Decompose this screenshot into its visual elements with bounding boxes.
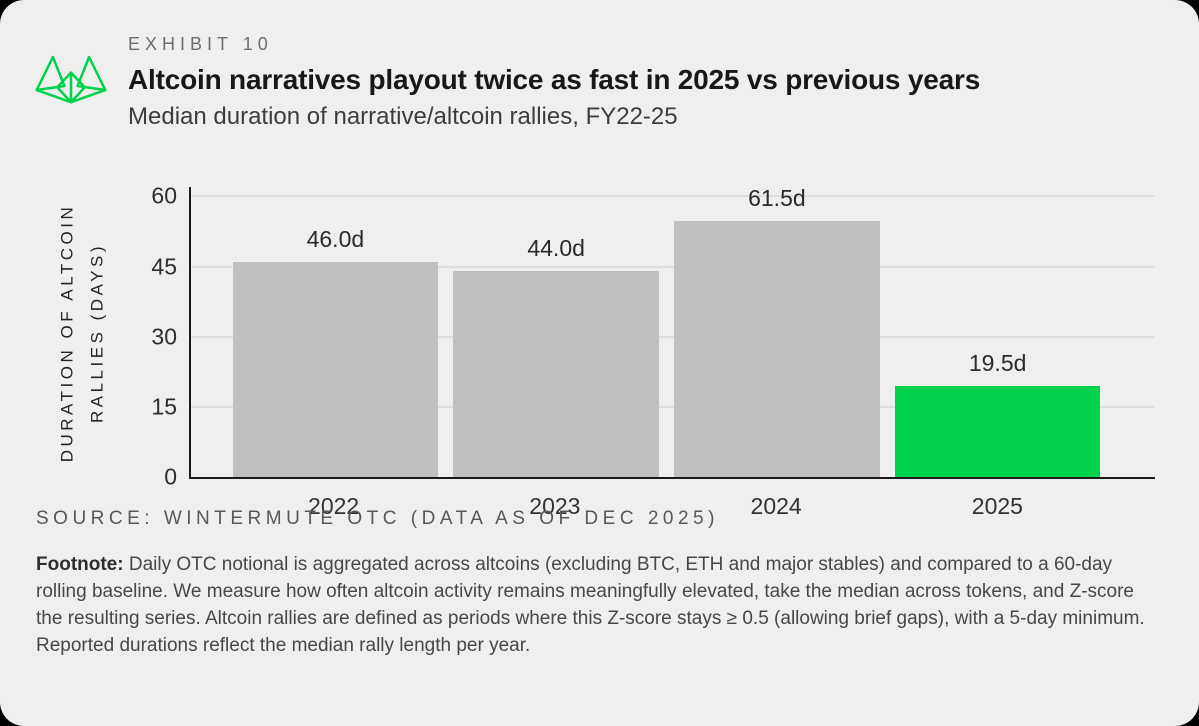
wintermute-logo-icon	[35, 55, 107, 104]
gridline-15	[191, 405, 1155, 408]
bar-value-label-2025: 19.5d	[968, 349, 1027, 376]
y-tick-label-45: 45	[151, 253, 177, 280]
gridline-60	[191, 195, 1155, 198]
footnote: Footnote: Daily OTC notional is aggregat…	[36, 551, 1159, 659]
x-axis-label-2023: 2023	[529, 493, 581, 519]
bar-2024	[674, 221, 880, 477]
bar-slot-2022: 46.0d	[225, 187, 446, 477]
gridlines	[191, 187, 1155, 477]
source-line: SOURCE: WINTERMUTE OTC (DATA AS OF DEC 2…	[36, 508, 719, 529]
bar-2025	[894, 385, 1101, 477]
bar-slot-2025: 19.5d	[887, 187, 1108, 477]
footnote-label: Footnote:	[36, 554, 124, 575]
bar-chart: DURATION OF ALTCOIN RALLIES (DAYS) 46.0d…	[36, 184, 1155, 519]
bar-slot-2023: 44.0d	[446, 187, 667, 477]
bars: 46.0d 44.0d 61.5d 19.5d	[191, 187, 1155, 477]
bar-2022	[232, 261, 439, 477]
y-tick-label-0: 0	[164, 463, 177, 490]
chart-title: Altcoin narratives playout twice as fast…	[128, 64, 981, 95]
chart-header: EXHIBIT 10 Altcoin narratives playout tw…	[0, 0, 1199, 131]
bar-value-label-2022: 46.0d	[306, 225, 365, 252]
gridline-45	[191, 265, 1155, 268]
y-tick-label-60: 60	[151, 182, 177, 209]
plot-column: 46.0d 44.0d 61.5d 19.5d 0 15 30 45 60 2022 2023 2…	[128, 184, 1155, 519]
plot-area: 46.0d 44.0d 61.5d 19.5d 0 15 30 45 60	[151, 184, 1155, 488]
footnote-text: Daily OTC notional is aggregated across …	[36, 554, 1145, 656]
chart-subtitle: Median duration of narrative/altcoin ral…	[128, 103, 678, 130]
y-axis-title-line1: DURATION OF ALTCOIN	[57, 203, 77, 463]
x-axis-label-2022: 2022	[308, 493, 360, 519]
y-axis-title-line2: RALLIES (DAYS)	[87, 242, 106, 424]
bar-value-label-2024: 61.5d	[748, 185, 806, 211]
bar-slot-2024: 61.5d	[667, 187, 888, 477]
y-tick-label-15: 15	[151, 393, 177, 420]
bar-2023	[453, 271, 659, 477]
bar-value-label-2023: 44.0d	[527, 235, 585, 262]
y-tick-label-30: 30	[151, 323, 177, 350]
exhibit-number: EXHIBIT 10	[128, 34, 273, 54]
gridline-30	[191, 335, 1155, 338]
x-axis-label-2024: 2024	[750, 493, 802, 519]
x-axis-labels: 2022 2023 2024 2025	[189, 493, 1155, 520]
y-axis-title: DURATION OF ALTCOIN RALLIES (DAYS)	[36, 187, 128, 479]
x-axis-label-2025: 2025	[971, 493, 1023, 519]
